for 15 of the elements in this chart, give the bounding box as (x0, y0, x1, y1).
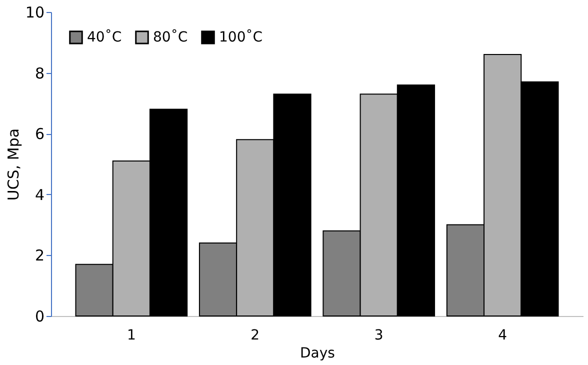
y-tick-label: 10 (25, 4, 44, 22)
y-tick-label: 8 (34, 64, 44, 82)
y-tick-label: 2 (34, 246, 44, 265)
legend-label: 100˚C (219, 28, 263, 46)
legend-label: 80˚C (153, 28, 188, 46)
x-tick-label: 4 (498, 328, 508, 344)
x-axis-title: Days (300, 346, 335, 362)
y-tick-label: 0 (34, 308, 44, 326)
x-tick-label: 2 (250, 328, 260, 344)
x-tick-label: 3 (374, 328, 384, 344)
y-tick-label: 4 (34, 186, 44, 204)
x-tick-label: 1 (126, 328, 136, 344)
y-axis-title: UCS, Mpa (4, 128, 22, 201)
y-tick-label: 6 (34, 125, 44, 144)
legend-label: 40˚C (87, 28, 122, 46)
